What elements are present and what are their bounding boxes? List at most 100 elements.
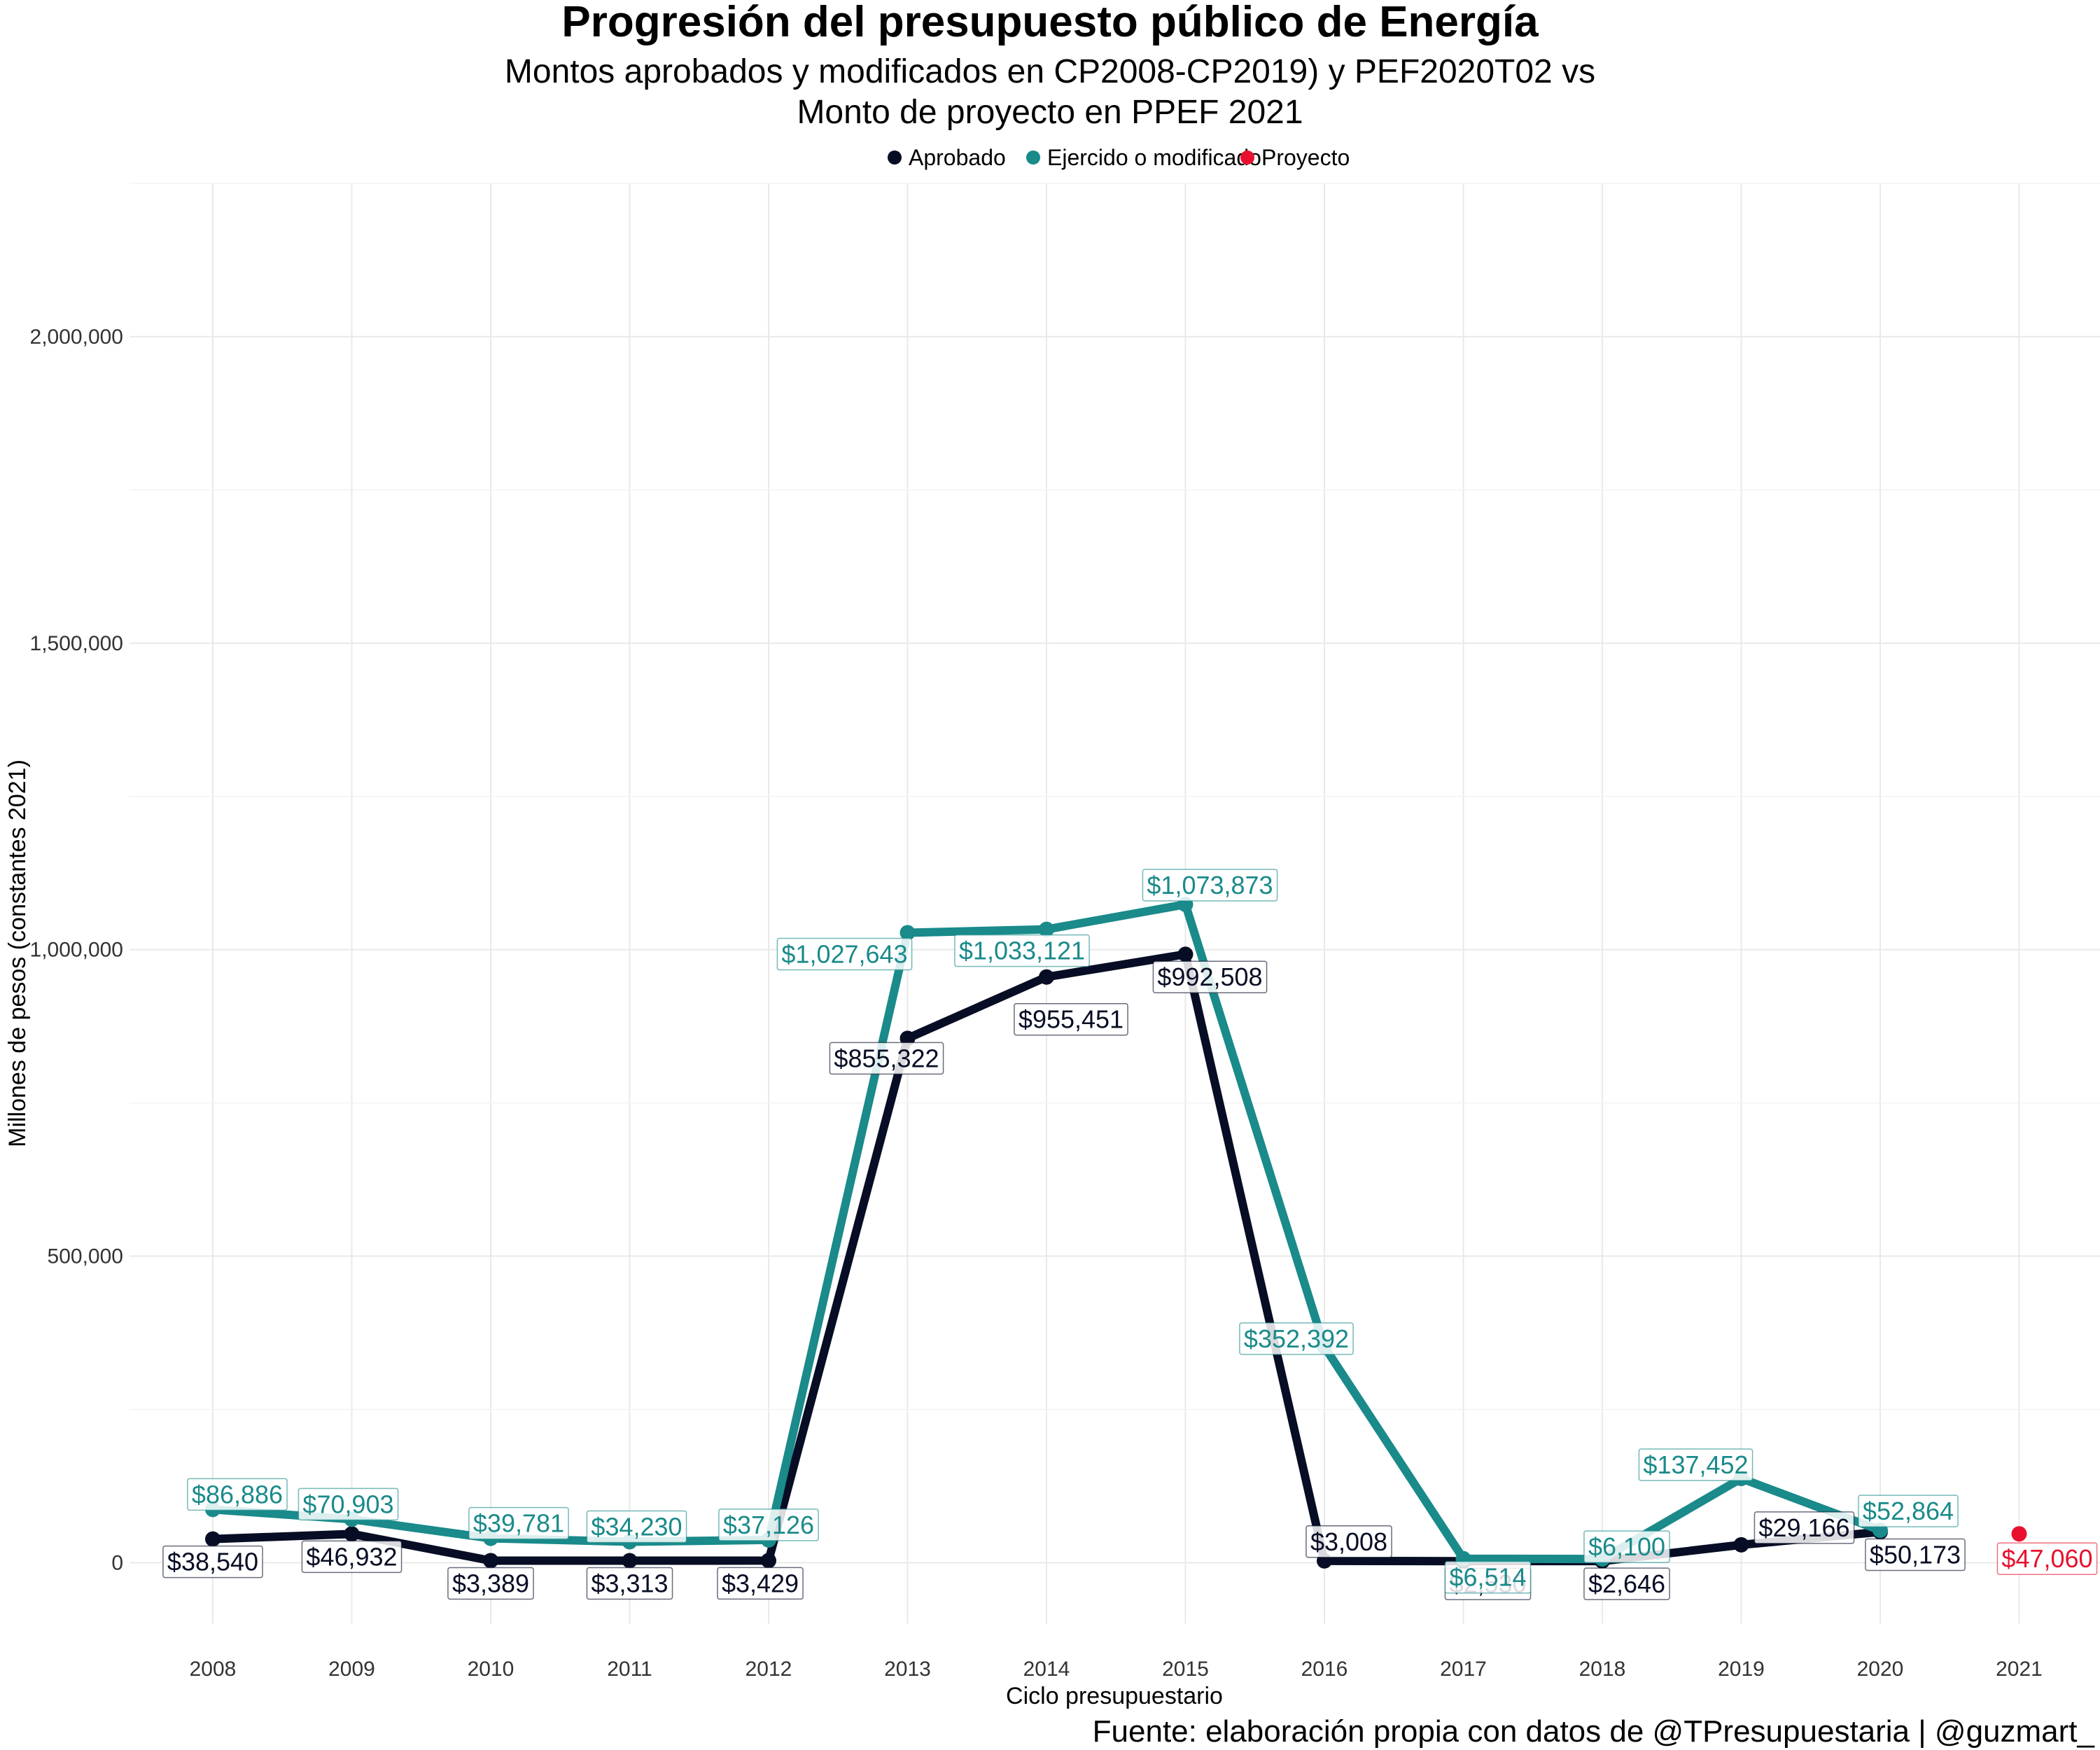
data-label-text: $3,008 [1310, 1527, 1387, 1556]
chart-subtitle-line-2: Monto de proyecto en PPEF 2021 [797, 94, 1303, 131]
data-label-text: $46,932 [306, 1542, 397, 1571]
x-tick-label: 2020 [1857, 1658, 1904, 1681]
data-label-text: $2,646 [1588, 1569, 1665, 1598]
data-label-text: $6,100 [1588, 1532, 1665, 1561]
x-tick-label: 2010 [468, 1658, 514, 1681]
data-label-box [1239, 1322, 1354, 1355]
data-label: $3,429 [717, 1567, 804, 1600]
axes: 0 500,000 1,000,000 1,500,000 2,000,000 2008 2… [30, 326, 2043, 1681]
data-label-text: $6,514 [1449, 1563, 1526, 1592]
data-label: $955,451 [1014, 1002, 1128, 1036]
chart-title: Progresión del presupuesto público de En… [561, 0, 1539, 46]
data-label-text: $955,451 [1018, 1005, 1124, 1034]
data-label: $34,230 [586, 1510, 687, 1544]
data-label: $46,932 [301, 1540, 402, 1574]
legend-label: Proyecto [1261, 145, 1350, 170]
plot-area: $38,540 $46,932 $3,389 $3,313 $3,429 $855,322… [162, 869, 2098, 1600]
data-label: $1,033,121 [954, 934, 1090, 967]
y-axis-title: Millones de pesos (constantes 2021) [4, 760, 31, 1147]
data-point [1039, 921, 1054, 937]
data-point [344, 1526, 360, 1542]
legend-label: Ejercido o modificado [1047, 145, 1261, 170]
data-label-box [162, 1545, 263, 1578]
data-label-text: $3,429 [722, 1569, 799, 1597]
legend-marker [888, 150, 902, 164]
y-tick-label: 500,000 [48, 1245, 123, 1268]
data-label-box [954, 934, 1090, 967]
data-point [1039, 969, 1054, 985]
data-label-box [1142, 869, 1278, 902]
data-label-box [1152, 960, 1268, 993]
data-label-text: $3,389 [452, 1569, 529, 1597]
data-label: $29,166 [1754, 1511, 1855, 1544]
data-label-text: $47,060 [2001, 1544, 2092, 1573]
data-label: $86,886 [187, 1478, 288, 1511]
x-tick-label: 2014 [1023, 1658, 1070, 1681]
data-label-text: $39,781 [473, 1509, 564, 1538]
data-labels: $38,540 $46,932 $3,389 $3,313 $3,429 $855,322… [162, 869, 2098, 1600]
data-label: $50,173 [1865, 1538, 1966, 1572]
data-label-box [301, 1540, 402, 1574]
data-label-box [468, 1506, 569, 1540]
data-point [622, 1553, 638, 1569]
data-label-box [298, 1488, 399, 1521]
data-label-text: $70,903 [302, 1490, 393, 1518]
data-label-box [1996, 1542, 2098, 1575]
x-tick-label: 2015 [1162, 1658, 1209, 1681]
data-label-text: $1,073,873 [1147, 871, 1273, 899]
data-label-box [718, 1508, 819, 1541]
data-label: $992,508 [1152, 960, 1268, 993]
data-label-text: $29,166 [1758, 1513, 1849, 1542]
data-label-box [1638, 1448, 1754, 1481]
data-label: $70,903 [298, 1488, 399, 1521]
data-label-text: $38,540 [167, 1548, 258, 1576]
x-tick-label: 2009 [328, 1658, 375, 1681]
chart-subtitle-line-1: Montos aprobados y modificados en CP2008… [505, 53, 1595, 90]
data-label-text: $34,230 [591, 1512, 682, 1541]
data-point [205, 1531, 220, 1547]
data-label-box [447, 1567, 534, 1600]
data-label-box [776, 937, 913, 971]
data-point [483, 1553, 498, 1569]
data-label: $3,313 [586, 1567, 673, 1600]
data-label-box [1014, 1002, 1128, 1036]
data-label-box [1306, 1525, 1392, 1558]
data-label-box [187, 1478, 288, 1511]
data-label-text: $352,392 [1244, 1324, 1349, 1353]
x-tick-label: 2008 [190, 1658, 237, 1681]
data-label: $3,008 [1306, 1525, 1392, 1558]
data-label-text: $1,027,643 [781, 939, 907, 968]
legend-label: Aprobado [909, 145, 1006, 170]
data-label-box [1583, 1567, 1670, 1600]
data-label-box [1444, 1560, 1532, 1594]
data-point [2011, 1526, 2027, 1542]
x-tick-label: 2011 [607, 1658, 652, 1681]
data-label-box [586, 1567, 673, 1600]
data-label: $38,540 [162, 1545, 263, 1578]
data-label-box [717, 1567, 804, 1600]
data-label-box [586, 1510, 687, 1544]
data-label: $1,027,643 [776, 937, 913, 971]
data-label: $6,100 [1583, 1530, 1670, 1563]
data-label-text: $855,322 [834, 1044, 939, 1072]
data-label-box [829, 1042, 944, 1075]
data-label-text: $50,173 [1870, 1540, 1961, 1569]
legend-marker [1026, 150, 1040, 164]
y-tick-label: 1,000,000 [30, 939, 123, 962]
data-point [1177, 946, 1194, 962]
x-tick-label: 2021 [1996, 1658, 2043, 1681]
grid [130, 183, 2100, 1624]
data-label: $47,060 [1996, 1542, 2098, 1575]
y-tick-label: 1,500,000 [30, 632, 123, 655]
legend: Aprobado Ejercido o modificado Proyecto [888, 145, 1350, 170]
x-tick-label: 2019 [1718, 1658, 1765, 1681]
data-label: $1,073,873 [1142, 869, 1278, 902]
x-tick-label: 2013 [884, 1658, 931, 1681]
data-label: $352,392 [1239, 1322, 1354, 1355]
x-tick-label: 2017 [1440, 1658, 1487, 1681]
data-point [1733, 1536, 1749, 1553]
x-tick-label: 2016 [1301, 1658, 1348, 1681]
data-label-text: $52,864 [1863, 1497, 1954, 1525]
data-label: $52,864 [1858, 1494, 1959, 1527]
